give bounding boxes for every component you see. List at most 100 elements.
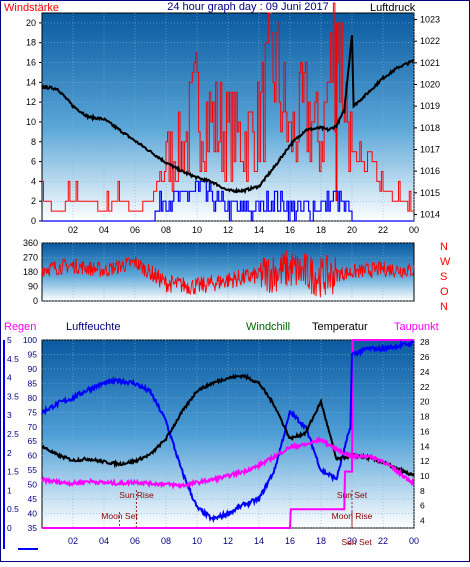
humidity-tick-label: 80 <box>28 393 38 403</box>
wind-mean-line <box>42 180 414 222</box>
moon-rise-label: Moon Rise <box>332 511 373 521</box>
temp-tick-label: 10 <box>420 471 430 481</box>
humidity-tick-label: 90 <box>28 364 38 374</box>
temp-tick-label: 6 <box>420 501 425 511</box>
bottom-time-tick-label: 18 <box>316 536 326 546</box>
humidity-tick-label: 55 <box>28 465 38 475</box>
wind-tick-label: 8 <box>31 137 36 147</box>
time-tick-label: 22 <box>378 225 388 235</box>
time-tick-label: 16 <box>285 225 295 235</box>
temp-tick-label: 26 <box>420 352 430 362</box>
compass-label: N <box>440 241 448 253</box>
bottom-time-tick-label: 00 <box>409 536 419 546</box>
time-tick-label: 00 <box>409 225 419 235</box>
rain-tick-label: 4.5 <box>7 354 19 364</box>
rain-tick-label: 2 <box>7 448 12 458</box>
bottom-time-tick-label: 02 <box>68 536 78 546</box>
direction-tick-label: 270 <box>23 253 38 263</box>
pressure-tick-label: 1018 <box>420 123 440 133</box>
bottom-time-tick-label: 04 <box>99 536 109 546</box>
compass-label: O <box>440 286 449 298</box>
time-tick-label: 04 <box>99 225 109 235</box>
legend-temperatur: Temperatur <box>312 321 368 333</box>
compass-label: S <box>440 271 447 283</box>
wind-tick-label: 6 <box>31 157 36 167</box>
legend-luftfeuchte: Luftfeuchte <box>66 321 120 333</box>
wind-tick-label: 16 <box>26 58 36 68</box>
moon-set-label: Moon Set <box>101 511 138 521</box>
humidity-tick-label: 85 <box>28 378 38 388</box>
time-tick-label: 12 <box>223 225 233 235</box>
temp-tick-label: 14 <box>420 441 430 451</box>
header-left-label: Windstärke <box>4 2 59 14</box>
pressure-tick-label: 1019 <box>420 101 440 111</box>
direction-tick-label: 90 <box>28 282 38 292</box>
annotations: Sun Rise Moon Set Sun Set Moon Rise Sun Set <box>101 490 373 547</box>
bottom-time-tick-label: 16 <box>285 536 295 546</box>
temp-tick-label: 8 <box>420 486 425 496</box>
pressure-tick-label: 1017 <box>420 145 440 155</box>
legend-windchill: Windchill <box>246 321 290 333</box>
sun-set-bottom-label: Sun Set <box>342 537 373 547</box>
humidity-tick-label: 40 <box>28 509 38 519</box>
wind-direction-line <box>41 250 415 298</box>
temp-tick-label: 28 <box>420 337 430 347</box>
humidity-tick-label: 35 <box>28 523 38 533</box>
temp-tick-label: 12 <box>420 456 430 466</box>
humidity-tick-label: 100 <box>23 335 37 345</box>
wind-tick-label: 4 <box>31 176 36 186</box>
humidity-tick-label: 45 <box>28 494 38 504</box>
rain-tick-label: 3 <box>7 410 12 420</box>
humidity-tick-label: 95 <box>28 349 38 359</box>
bottom-time-tick-label: 20 <box>347 536 357 546</box>
header-title: 24 hour graph day : 09 Juni 2017 <box>167 1 328 13</box>
wind-tick-label: 10 <box>26 117 36 127</box>
temp-tick-label: 20 <box>420 397 430 407</box>
pressure-tick-label: 1021 <box>420 58 440 68</box>
pressure-tick-label: 1016 <box>420 166 440 176</box>
rain-tick-label: 3.5 <box>7 391 19 401</box>
time-tick-label: 14 <box>254 225 264 235</box>
wind-tick-label: 12 <box>26 97 36 107</box>
legend-regen: Regen <box>4 321 36 333</box>
compass-label: N <box>440 301 448 313</box>
bottom-time-tick-label: 22 <box>378 536 388 546</box>
temp-tick-label: 16 <box>420 426 430 436</box>
bottom-time-tick-label: 12 <box>223 536 233 546</box>
humidity-line <box>41 339 415 524</box>
direction-tick-label: 360 <box>23 238 38 248</box>
pressure-tick-label: 1022 <box>420 36 440 46</box>
bottom-time-tick-label: 06 <box>130 536 140 546</box>
rain-tick-label: 4 <box>7 373 12 383</box>
axis-ticks: 0246810121416182010141015101610171018101… <box>7 15 451 547</box>
rain-tick-label: 5 <box>7 335 12 345</box>
rain-tick-label: 1 <box>7 485 12 495</box>
time-tick-label: 20 <box>347 225 357 235</box>
pressure-line <box>41 34 415 195</box>
pressure-tick-label: 1015 <box>420 188 440 198</box>
sun-set-label: Sun Set <box>337 490 368 500</box>
time-tick-label: 02 <box>68 225 78 235</box>
wind-tick-label: 2 <box>31 196 36 206</box>
rain-tick-label: 0 <box>7 523 12 533</box>
humidity-tick-label: 70 <box>28 422 38 432</box>
temp-tick-label: 24 <box>420 367 430 377</box>
header-right-label: Luftdruck <box>370 2 416 14</box>
legend-taupunkt: Taupunkt <box>394 321 439 333</box>
bottom-time-tick-label: 14 <box>254 536 264 546</box>
time-tick-label: 08 <box>161 225 171 235</box>
humidity-tick-label: 75 <box>28 407 38 417</box>
rain-tick-label: 1.5 <box>7 467 19 477</box>
humidity-tick-label: 65 <box>28 436 38 446</box>
humidity-tick-label: 60 <box>28 451 38 461</box>
time-tick-label: 10 <box>192 225 202 235</box>
pressure-tick-label: 1020 <box>420 80 440 90</box>
bottom-time-tick-label: 08 <box>161 536 171 546</box>
wind-tick-label: 20 <box>26 18 36 28</box>
pressure-tick-label: 1023 <box>420 15 440 25</box>
bottom-time-tick-label: 10 <box>192 536 202 546</box>
chart-marks <box>41 2 415 529</box>
dewpoint-line <box>41 435 415 490</box>
